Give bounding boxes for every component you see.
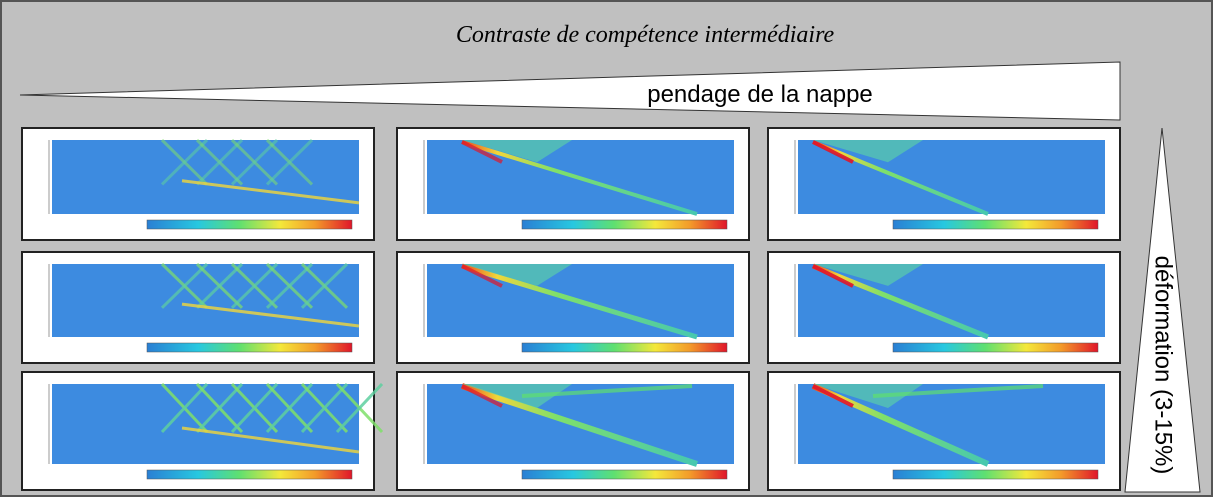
shear-band: [195, 382, 244, 434]
shear-band: [160, 262, 209, 309]
shear-fan: [462, 140, 572, 163]
shear-band: [195, 262, 244, 309]
shear-band: [265, 138, 314, 186]
shear-band: [461, 383, 698, 467]
shear-band: [812, 264, 854, 288]
panel: [767, 371, 1121, 491]
vertical-wedge: [1124, 127, 1201, 493]
panel: [767, 251, 1121, 364]
panel: [396, 127, 750, 241]
shear-fan: [813, 140, 923, 163]
colorbar: [146, 342, 353, 353]
shear-band: [872, 384, 1044, 398]
panel: [396, 371, 750, 491]
panel: [21, 127, 375, 241]
shear-band: [265, 262, 314, 309]
shear-band: [230, 138, 279, 186]
shear-band: [181, 179, 360, 205]
colorbar: [146, 469, 353, 480]
shear-band: [160, 138, 209, 186]
panel: [21, 371, 384, 491]
model-area: [798, 264, 1105, 337]
shear-band: [230, 382, 279, 434]
shear-band: [300, 262, 349, 309]
shear-band: [812, 140, 854, 164]
shear-band: [195, 138, 244, 186]
shear-band: [461, 140, 503, 164]
colorbar: [892, 342, 1099, 353]
shear-band: [461, 140, 698, 216]
colorbar: [521, 219, 728, 230]
shear-band: [300, 382, 349, 434]
shear-band: [181, 302, 360, 328]
colorbar: [521, 342, 728, 353]
shear-band: [812, 384, 854, 408]
shear-band: [521, 384, 693, 398]
panel: [396, 251, 750, 364]
shear-band: [265, 382, 314, 434]
shear-band: [181, 426, 360, 454]
shear-band: [461, 264, 503, 288]
colorbar: [146, 219, 353, 230]
shear-band: [812, 140, 989, 216]
shear-band: [230, 262, 279, 309]
shear-fan: [813, 264, 923, 286]
panel: [767, 127, 1121, 241]
shear-band: [335, 382, 384, 434]
model-area: [798, 140, 1105, 214]
shear-band: [461, 384, 503, 408]
shear-band: [812, 263, 989, 340]
panels: [21, 127, 1121, 491]
shear-fan: [462, 264, 572, 286]
model-area: [798, 384, 1105, 464]
shear-band: [160, 382, 209, 434]
shear-band: [461, 263, 698, 340]
colorbar: [892, 469, 1099, 480]
horizontal-wedge-label: pendage de la nappe: [647, 81, 873, 108]
panel: [21, 251, 375, 364]
colorbar: [892, 219, 1099, 230]
shear-fan: [813, 384, 923, 408]
shear-fan: [462, 384, 572, 408]
colorbar: [521, 469, 728, 480]
vertical-wedge-label: déformation (3-15%): [1150, 256, 1177, 475]
horizontal-wedge: [19, 61, 1121, 121]
figure-title: Contraste de compétence intermédiaire: [456, 22, 835, 48]
